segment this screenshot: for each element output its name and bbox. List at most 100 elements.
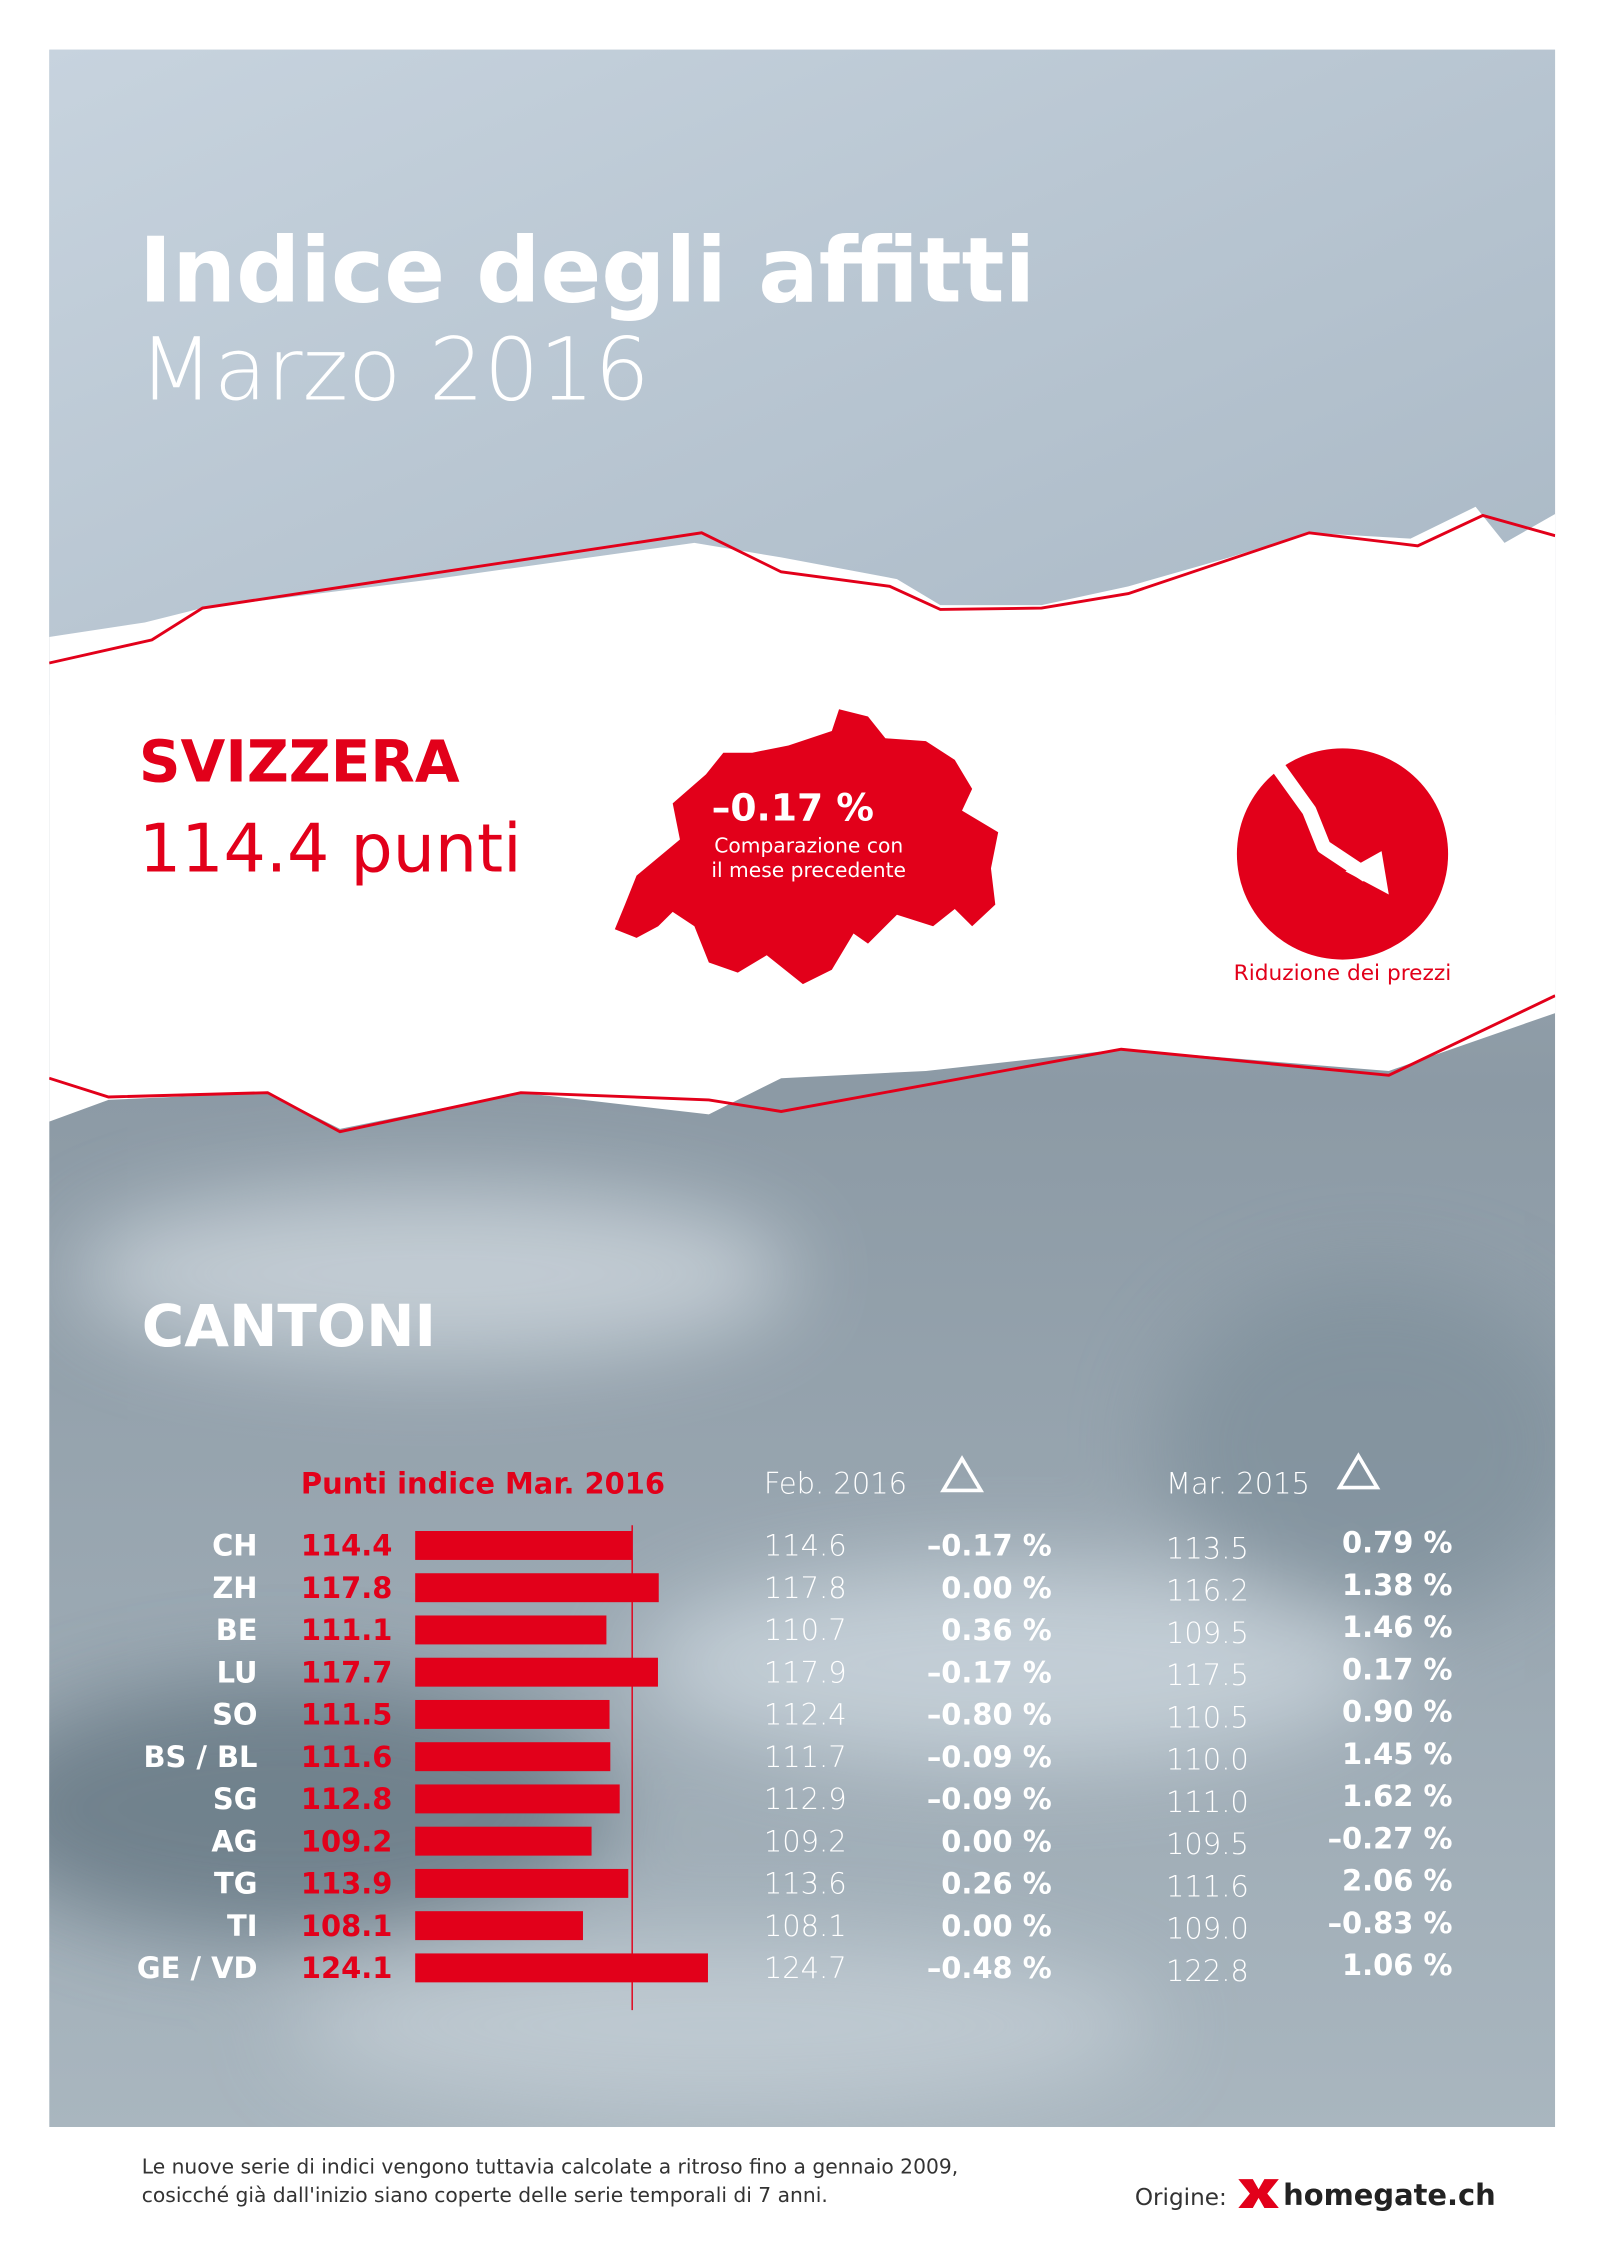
prev-year-value: 110.5	[1166, 1700, 1249, 1734]
delta-symbol	[1336, 1452, 1381, 1490]
prev-month-value: 112.4	[764, 1698, 847, 1732]
prev-year-value: 109.0	[1166, 1912, 1249, 1946]
trend-label: Riduzione dei prezzi	[1234, 961, 1452, 986]
prev-month-change: 0.36 %	[941, 1613, 1051, 1647]
footnote: cosicché già dall'inizio siano coperte d…	[142, 2183, 828, 2207]
prev-month-change: –0.17 %	[927, 1529, 1052, 1563]
footnote: Le nuove serie di indici vengono tuttavi…	[142, 2154, 958, 2178]
prev-month-value: 110.7	[764, 1613, 847, 1647]
index-value: 108.1	[301, 1909, 392, 1943]
prev-year-value: 109.5	[1166, 1827, 1249, 1861]
prev-year-change: 2.06 %	[1342, 1864, 1452, 1898]
canton-name: TI	[227, 1909, 258, 1943]
prev-month-value: 113.6	[764, 1867, 847, 1901]
index-value: 112.8	[301, 1782, 392, 1816]
prev-year-change: –0.83 %	[1328, 1906, 1453, 1940]
index-bar	[415, 1573, 659, 1603]
prev-month-value: 109.2	[764, 1824, 847, 1858]
index-value: 111.5	[301, 1698, 392, 1732]
change: –0.17 %	[712, 786, 874, 830]
prev-month-change: 0.00 %	[941, 1571, 1051, 1605]
index-bar	[415, 1615, 607, 1645]
column-header: Mar. 2015	[1166, 1466, 1310, 1500]
prev-month-value: 124.7	[764, 1951, 847, 1985]
canton-name: ZH	[212, 1571, 257, 1605]
brand-logo	[1238, 2179, 1279, 2209]
column-header: Feb. 2016	[764, 1466, 907, 1500]
subtitle: Marzo 2016	[139, 320, 650, 421]
canton-name: AG	[211, 1824, 257, 1858]
country-value: 114.4 punti	[139, 809, 522, 887]
prev-month-change: –0.48 %	[927, 1951, 1052, 1985]
prev-year-value: 122.8	[1166, 1954, 1249, 1988]
prev-year-value: 117.5	[1166, 1658, 1249, 1692]
canton-name: CH	[212, 1529, 257, 1563]
delta-symbol	[940, 1455, 985, 1493]
prev-year-change: 0.90 %	[1342, 1695, 1452, 1729]
index-value: 117.7	[301, 1655, 392, 1689]
prev-year-value: 109.5	[1166, 1616, 1249, 1650]
index-value: 113.9	[301, 1867, 392, 1901]
prev-month-value: 111.7	[764, 1740, 847, 1774]
prev-year-value: 113.5	[1166, 1531, 1249, 1565]
origin-label: Origine:	[1135, 2185, 1227, 2211]
prev-year-value: 110.0	[1166, 1743, 1249, 1777]
prev-month-value: 117.8	[764, 1571, 847, 1605]
canton-name: BS / BL	[143, 1740, 257, 1774]
swiss-map	[614, 709, 999, 985]
prev-year-change: 1.62 %	[1342, 1779, 1452, 1813]
prev-month-change: 0.00 %	[941, 1909, 1051, 1943]
canton-name: GE / VD	[137, 1951, 258, 1985]
table-rows: CH 114.4 114.6 –0.17 % 113.5 0.79 % ZH 117.8 117…	[137, 1525, 1453, 2011]
canton-name: LU	[217, 1655, 258, 1689]
prev-year-change: 1.45 %	[1342, 1737, 1452, 1771]
index-value: 114.4	[301, 1529, 392, 1563]
canton-name: BE	[216, 1613, 258, 1647]
index-bar	[415, 1911, 583, 1941]
prev-year-change: 0.17 %	[1342, 1652, 1452, 1686]
prev-year-change: –0.27 %	[1328, 1821, 1453, 1855]
prev-month-change: –0.09 %	[927, 1782, 1052, 1816]
prev-month-change: –0.80 %	[927, 1698, 1052, 1732]
prev-month-change: 0.00 %	[941, 1824, 1051, 1858]
trend-arrowhead	[1345, 851, 1389, 895]
canton-name: TG	[214, 1867, 257, 1901]
prev-year-change: 0.79 %	[1342, 1526, 1452, 1560]
prev-year-value: 116.2	[1166, 1574, 1249, 1608]
prev-year-value: 111.6	[1166, 1869, 1249, 1903]
country-name: SVIZZERA	[139, 728, 460, 796]
index-bar	[415, 1531, 633, 1560]
prev-year-change: 1.46 %	[1342, 1610, 1452, 1644]
column-header: Punti indice Mar. 2016	[301, 1466, 665, 1500]
prev-month-value: 112.9	[764, 1782, 847, 1816]
change-note: il mese precedente	[711, 858, 906, 882]
index-bar	[415, 1742, 611, 1772]
index-value: 111.6	[301, 1740, 392, 1774]
change-note: Comparazione con	[714, 834, 903, 858]
prev-year-change: 1.38 %	[1342, 1568, 1452, 1602]
index-bar	[415, 1826, 592, 1856]
index-bar	[415, 1953, 708, 1983]
index-value: 111.1	[301, 1613, 392, 1647]
index-value: 117.8	[301, 1571, 392, 1605]
prev-month-change: 0.26 %	[941, 1867, 1051, 1901]
title: Indice degli affitti	[139, 219, 1035, 323]
canton-name: SG	[213, 1782, 258, 1816]
prev-month-value: 114.6	[764, 1529, 847, 1563]
prev-year-change: 1.06 %	[1342, 1948, 1452, 1982]
index-value: 124.1	[301, 1951, 392, 1985]
index-bar	[415, 1657, 658, 1687]
brand: homegate.ch	[1283, 2178, 1496, 2212]
section-title: CANTONI	[142, 1292, 436, 1360]
index-value: 109.2	[301, 1824, 392, 1858]
prev-month-value: 117.9	[764, 1655, 847, 1689]
canton-name: SO	[212, 1698, 257, 1732]
trend-arrow	[1270, 760, 1372, 882]
background	[49, 49, 1556, 2128]
index-bar	[415, 1784, 620, 1814]
index-bar	[415, 1868, 629, 1898]
prev-month-change: –0.09 %	[927, 1740, 1052, 1774]
prev-month-value: 108.1	[764, 1909, 847, 1943]
prev-month-change: –0.17 %	[927, 1655, 1052, 1689]
